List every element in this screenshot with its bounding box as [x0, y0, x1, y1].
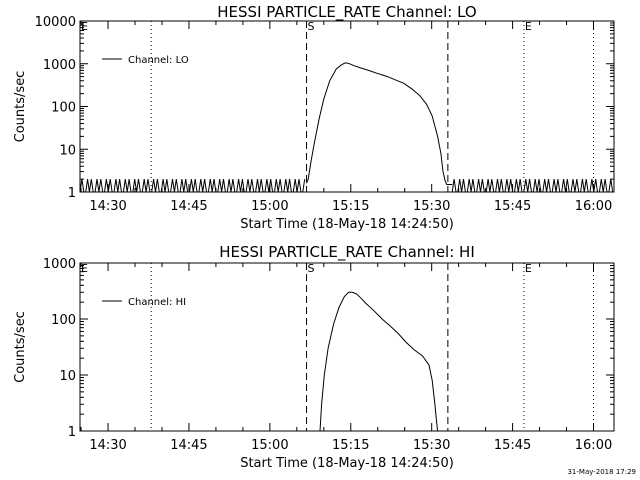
series-noise	[79, 179, 306, 193]
x-tick-label: 14:45	[170, 438, 207, 453]
x-axis-label: Start Time (18-May-18 14:24:50)	[240, 456, 454, 471]
legend-label: Channel: HI	[128, 297, 186, 308]
x-tick-label: 14:30	[89, 438, 126, 453]
chart-title: HESSI PARTICLE_RATE Channel: HI	[219, 243, 475, 262]
y-tick-label: 1000	[43, 257, 76, 272]
event-marker-label: E	[81, 20, 88, 33]
panel-lo: HESSI PARTICLE_RATE Channel: LO Counts/se…	[13, 3, 615, 232]
x-tick-label: 15:30	[413, 199, 450, 214]
x-axis-label: Start Time (18-May-18 14:24:50)	[240, 217, 454, 232]
series-line	[319, 291, 439, 432]
x-tick-label: 14:30	[89, 199, 126, 214]
x-tick-label: 15:45	[494, 438, 531, 453]
x-tick-label: 15:45	[494, 199, 531, 214]
panel-hi: HESSI PARTICLE_RATE Channel: HI Counts/se…	[13, 243, 615, 471]
footer-timestamp: 31-May-2018 17:29	[567, 468, 636, 476]
y-tick-label: 10	[59, 369, 76, 384]
chart-title: HESSI PARTICLE_RATE Channel: LO	[217, 3, 476, 22]
y-tick-label: 1	[68, 425, 76, 440]
y-tick-label: 1000	[43, 58, 76, 73]
y-tick-label: 100	[51, 313, 76, 328]
x-tick-label: 16:00	[575, 438, 612, 453]
y-tick-label: 1	[68, 186, 76, 201]
plot-frame	[79, 262, 615, 432]
y-tick-label: 10	[59, 143, 76, 158]
y-axis-label: Counts/sec	[13, 71, 28, 143]
event-marker-label: E	[525, 262, 532, 275]
legend-label: Channel: LO	[128, 55, 189, 66]
series-line	[306, 62, 453, 185]
x-tick-label: 15:00	[251, 199, 288, 214]
series-noise	[451, 179, 614, 193]
event-marker-label: E	[81, 262, 88, 275]
event-marker-label: S	[308, 20, 315, 33]
event-marker-label: E	[525, 20, 532, 33]
y-axis-label: Counts/sec	[13, 311, 28, 383]
plot-frame	[79, 20, 615, 193]
x-tick-label: 14:45	[170, 199, 207, 214]
x-tick-label: 16:00	[575, 199, 612, 214]
x-tick-label: 15:00	[251, 438, 288, 453]
y-tick-label: 10000	[35, 15, 76, 30]
y-tick-label: 100	[51, 101, 76, 116]
x-tick-label: 15:30	[413, 438, 450, 453]
event-marker-label: S	[308, 262, 315, 275]
x-tick-label: 15:15	[332, 438, 369, 453]
x-tick-label: 15:15	[332, 199, 369, 214]
